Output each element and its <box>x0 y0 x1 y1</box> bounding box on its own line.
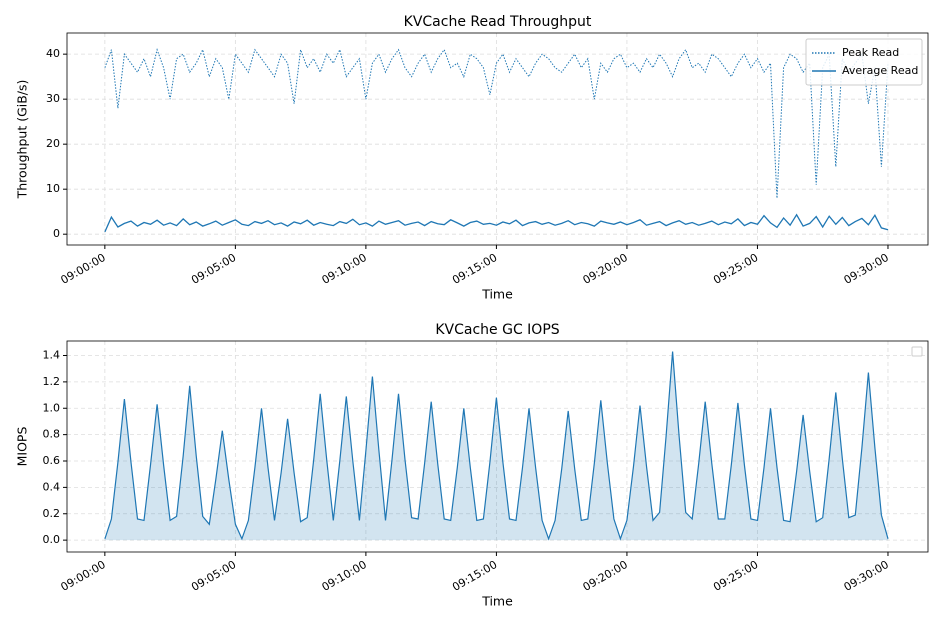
x-tick-label: 09:05:00 <box>189 251 238 287</box>
y-tick-label: 1.4 <box>43 349 61 362</box>
y-tick-label: 1.2 <box>43 375 61 388</box>
series-line <box>104 213 889 233</box>
legend-box <box>805 38 923 86</box>
chart-title: KVCache GC IOPS <box>435 322 559 338</box>
x-axis-label: Time <box>481 594 513 609</box>
x-tick-label: 09:05:00 <box>189 558 238 594</box>
x-tick-label: 09:25:00 <box>711 251 760 287</box>
y-tick-label: 0.8 <box>43 428 61 441</box>
y-axis-label: Throughput (GiB/s) <box>15 80 30 200</box>
y-tick-label: 0.6 <box>43 454 61 467</box>
x-tick-label: 09:25:00 <box>711 558 760 594</box>
legend-box <box>911 346 923 357</box>
area-fill <box>104 351 888 541</box>
legend-label: Peak Read <box>842 46 899 59</box>
x-axis-label: Time <box>481 287 513 302</box>
area-line <box>104 351 889 541</box>
axes-frame <box>66 32 929 246</box>
y-tick-label: 0.0 <box>43 533 61 546</box>
x-tick-label: 09:20:00 <box>581 251 630 287</box>
x-tick-label: 09:10:00 <box>320 558 369 594</box>
y-axis-label: MIOPS <box>15 427 30 467</box>
y-tick-label: 20 <box>46 137 60 150</box>
y-tick-label: 30 <box>46 92 60 105</box>
y-tick-label: 0.4 <box>43 480 61 493</box>
axes-frame <box>66 340 929 553</box>
x-tick-label: 09:30:00 <box>842 558 891 594</box>
chart-title: KVCache Read Throughput <box>404 14 592 30</box>
legend-label: Average Read <box>842 64 918 77</box>
y-tick-label: 40 <box>46 47 60 60</box>
x-tick-label: 09:30:00 <box>842 251 891 287</box>
y-tick-label: 0.2 <box>43 507 61 520</box>
x-tick-label: 09:00:00 <box>59 251 108 287</box>
y-tick-label: 0 <box>53 227 60 240</box>
series-line <box>104 47 889 199</box>
x-tick-label: 09:00:00 <box>59 558 108 594</box>
x-tick-label: 09:10:00 <box>320 251 369 287</box>
x-tick-label: 09:20:00 <box>581 558 630 594</box>
y-tick-label: 10 <box>46 182 60 195</box>
y-tick-label: 1.0 <box>43 401 61 414</box>
x-tick-label: 09:15:00 <box>450 558 499 594</box>
x-tick-label: 09:15:00 <box>450 251 499 287</box>
